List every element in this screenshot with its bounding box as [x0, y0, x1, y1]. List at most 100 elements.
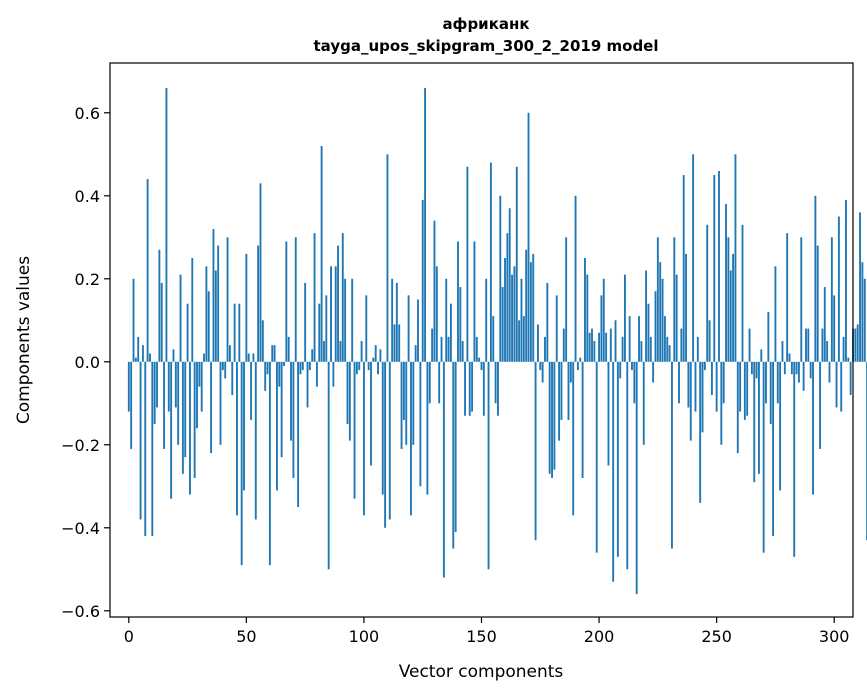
bar-212: [626, 361, 629, 570]
bar-45: [233, 303, 236, 362]
bar-260: [739, 361, 742, 412]
bar-175: [539, 361, 542, 371]
bar-225: [656, 237, 659, 362]
bar-190: [574, 195, 577, 362]
bar-154: [489, 162, 492, 362]
bar-199: [595, 361, 598, 553]
bar-220: [645, 270, 648, 362]
bar-21: [177, 361, 180, 445]
bar-85: [327, 361, 330, 570]
bar-27: [191, 258, 194, 362]
bar-254: [725, 204, 727, 362]
y-tick-label: −0.4: [61, 519, 100, 538]
bar-172: [532, 253, 535, 362]
bar-105: [374, 345, 377, 362]
bar-198: [593, 341, 596, 362]
bar-309: [854, 328, 857, 362]
bar-276: [776, 361, 779, 404]
bar-224: [654, 291, 657, 362]
bar-86: [330, 266, 332, 362]
bar-245: [703, 361, 706, 371]
bar-232: [673, 237, 676, 362]
bar-247: [708, 320, 711, 362]
bar-180: [551, 361, 553, 478]
bar-51: [247, 353, 250, 362]
bar-63: [276, 361, 278, 491]
bar-211: [623, 274, 626, 362]
bar-284: [795, 361, 798, 375]
bar-17: [167, 361, 170, 412]
bar-147: [473, 241, 476, 362]
bar-81: [318, 303, 321, 362]
bar-5: [139, 361, 142, 520]
bar-94: [348, 361, 351, 441]
bar-259: [736, 361, 739, 454]
bar-159: [501, 287, 504, 362]
bar-73: [299, 361, 302, 375]
bar-229: [666, 336, 669, 362]
bar-265: [750, 361, 753, 375]
bar-70: [292, 361, 295, 478]
bar-82: [320, 146, 323, 362]
y-axis-label: Components values: [14, 256, 34, 424]
bar-52: [250, 361, 253, 420]
bar-74: [301, 361, 304, 371]
bar-127: [426, 361, 429, 495]
bar-203: [605, 332, 608, 362]
bar-263: [746, 361, 749, 416]
bar-214: [631, 361, 633, 371]
bar-204: [607, 361, 610, 466]
bar-102: [367, 361, 370, 371]
bar-series: [127, 87, 867, 595]
bar-191: [576, 361, 579, 371]
bar-20: [174, 361, 177, 408]
bar-117: [402, 361, 405, 420]
bar-256: [729, 270, 732, 362]
bar-275: [774, 266, 777, 362]
bar-208: [616, 361, 619, 557]
bar-67: [285, 241, 288, 362]
bar-49: [243, 361, 245, 491]
bar-128: [428, 361, 431, 404]
bar-310: [856, 324, 859, 362]
bar-64: [278, 361, 281, 387]
bar-93: [346, 361, 349, 425]
bar-84: [325, 295, 328, 362]
bar-226: [659, 262, 662, 362]
bar-104: [372, 357, 375, 362]
bar-110: [386, 154, 389, 362]
bar-16: [165, 87, 168, 362]
bar-10: [151, 361, 154, 537]
bar-125: [421, 199, 424, 362]
bar-249: [713, 175, 716, 362]
bar-0: [127, 361, 130, 412]
bar-277: [779, 361, 782, 491]
bar-291: [812, 361, 814, 495]
bar-12: [156, 361, 158, 408]
bar-152: [485, 278, 488, 362]
bar-26: [189, 361, 191, 495]
bar-25: [186, 303, 189, 362]
bar-186: [565, 237, 568, 362]
bar-31: [200, 361, 203, 412]
bar-42: [226, 237, 229, 362]
bar-283: [793, 361, 796, 557]
bar-101: [365, 295, 368, 362]
bar-146: [471, 361, 474, 412]
bar-103: [370, 361, 372, 466]
bar-215: [633, 361, 636, 404]
bar-261: [741, 224, 744, 362]
bar-299: [830, 237, 833, 362]
bar-14: [160, 282, 163, 362]
bar-37: [214, 270, 217, 362]
bar-188: [569, 361, 572, 383]
bar-221: [647, 303, 650, 362]
bar-156: [494, 361, 497, 404]
bar-237: [685, 253, 687, 362]
bar-206: [612, 361, 615, 582]
bar-163: [511, 274, 514, 362]
bar-91: [341, 233, 344, 362]
bar-158: [499, 195, 502, 362]
bar-90: [339, 341, 342, 362]
bar-164: [513, 266, 516, 362]
